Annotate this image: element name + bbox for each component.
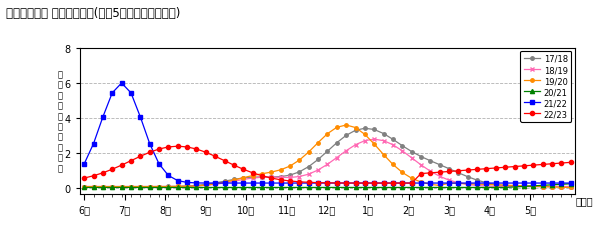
22/23 xyxy=(408,182,415,185)
Legend: 17/18, 18/19, 19/20, 20/21, 21/22, 22/23: 17/18, 18/19, 19/20, 20/21, 21/22, 22/23 xyxy=(520,51,571,122)
Text: （週）: （週） xyxy=(575,195,593,205)
17/18 xyxy=(361,127,368,130)
Line: 20/21: 20/21 xyxy=(82,182,573,190)
20/21 xyxy=(511,186,518,188)
19/20 xyxy=(464,183,471,185)
22/23 xyxy=(370,182,378,185)
21/22 xyxy=(417,182,424,185)
18/19 xyxy=(380,140,387,142)
Line: 18/19: 18/19 xyxy=(81,137,573,189)
22/23 xyxy=(567,161,575,164)
21/22 xyxy=(408,182,415,185)
Y-axis label: 定
点
当
た
り
患
者
報
告
数: 定 点 当 た り 患 者 報 告 数 xyxy=(58,70,63,172)
20/21 xyxy=(80,186,88,189)
17/18 xyxy=(520,185,528,188)
19/20 xyxy=(342,124,350,127)
21/22 xyxy=(567,182,575,185)
18/19 xyxy=(567,185,575,188)
20/21 xyxy=(567,183,575,185)
Line: 22/23: 22/23 xyxy=(82,144,573,185)
Line: 19/20: 19/20 xyxy=(83,124,573,189)
21/22 xyxy=(118,82,125,85)
21/22 xyxy=(380,182,387,185)
22/23 xyxy=(399,182,406,185)
22/23 xyxy=(174,145,181,148)
18/19 xyxy=(464,183,471,186)
20/21 xyxy=(389,186,396,189)
Text: （参考）全国 週別発生動向(過去5シーズンとの比較): （参考）全国 週別発生動向(過去5シーズンとの比較) xyxy=(6,7,181,20)
22/23 xyxy=(221,160,228,162)
19/20 xyxy=(370,143,378,146)
21/22 xyxy=(389,182,396,185)
Line: 21/22: 21/22 xyxy=(82,82,573,185)
17/18 xyxy=(380,133,387,135)
Line: 17/18: 17/18 xyxy=(83,127,573,188)
21/22 xyxy=(474,182,481,185)
17/18 xyxy=(464,176,471,178)
19/20 xyxy=(399,171,406,174)
18/19 xyxy=(361,140,368,142)
20/21 xyxy=(370,186,378,189)
19/20 xyxy=(212,183,219,185)
19/20 xyxy=(80,185,88,188)
17/18 xyxy=(399,145,406,147)
18/19 xyxy=(370,138,378,141)
20/21 xyxy=(212,186,219,189)
18/19 xyxy=(80,185,88,188)
17/18 xyxy=(567,185,575,188)
17/18 xyxy=(80,185,88,188)
19/20 xyxy=(567,186,575,189)
18/19 xyxy=(399,150,406,153)
22/23 xyxy=(474,168,481,171)
18/19 xyxy=(520,185,528,188)
21/22 xyxy=(305,182,313,185)
17/18 xyxy=(212,182,219,185)
19/20 xyxy=(520,185,528,187)
19/20 xyxy=(380,153,387,156)
20/21 xyxy=(361,186,368,189)
20/21 xyxy=(455,186,462,189)
21/22 xyxy=(80,163,88,166)
17/18 xyxy=(370,128,378,131)
21/22 xyxy=(221,182,228,185)
18/19 xyxy=(212,183,219,186)
22/23 xyxy=(380,182,387,185)
22/23 xyxy=(80,177,88,180)
22/23 xyxy=(417,172,424,175)
